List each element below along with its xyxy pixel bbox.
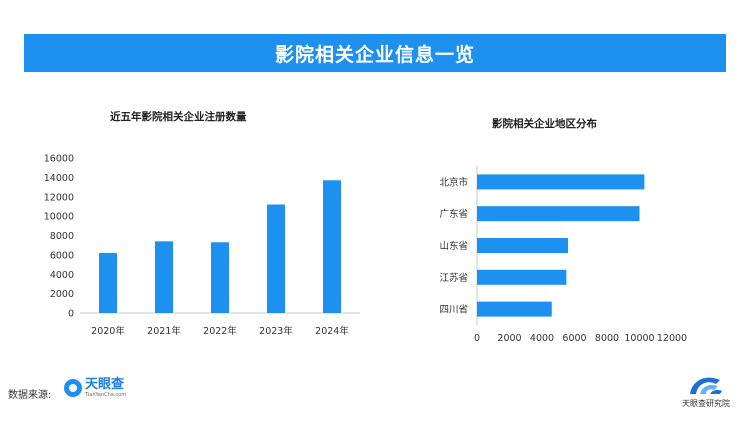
left-y-tick-label-3: 6000 (50, 250, 74, 261)
left-x-tick-label-1: 2021年 (147, 325, 181, 337)
right-y-tick-label-3: 江苏省 (439, 272, 468, 284)
right-chart-title: 影院相关企业地区分布 (492, 118, 597, 130)
left-y-tick-label-4: 8000 (50, 231, 74, 242)
right-y-tick-label-1: 广东省 (439, 208, 468, 220)
source-label: 数据来源: (8, 390, 52, 401)
left-bar-1 (155, 241, 173, 313)
right-x-tick-label-5: 10000 (624, 333, 654, 344)
research-institute-name: 天眼查研究院 (682, 399, 730, 408)
page-title: 影院相关企业信息一览 (274, 43, 475, 66)
right-x-tick-label-4: 8000 (595, 333, 619, 344)
left-y-tick-label-7: 14000 (44, 173, 74, 184)
right-bar-4 (477, 301, 552, 317)
right-bar-0 (477, 174, 645, 190)
right-y-tick-label-0: 北京市 (439, 176, 468, 188)
left-y-tick-label-1: 2000 (50, 289, 74, 300)
right-x-tick-label-6: 12000 (657, 333, 687, 344)
left-bar-2 (211, 242, 229, 313)
tianyancha-logo-sub: TianYanCha.com (85, 392, 127, 398)
title-banner: 影院相关企业信息一览 (24, 34, 726, 72)
left-x-tick-label-3: 2023年 (259, 325, 293, 337)
left-y-tick-label-2: 4000 (50, 270, 74, 281)
right-x-tick-label-0: 0 (474, 333, 480, 344)
right-bar-2 (477, 238, 568, 253)
left-y-tick-label-8: 16000 (44, 154, 74, 165)
left-y-tick-label-5: 10000 (44, 212, 74, 223)
left-bar-0 (99, 252, 117, 313)
right-x-tick-label-1: 2000 (497, 333, 521, 344)
research-institute-logo-icon (690, 377, 722, 394)
left-bar-3 (267, 204, 285, 313)
right-bar-1 (477, 206, 640, 222)
right-bar-3 (477, 269, 567, 285)
left-chart-title: 近五年影院相关企业注册数量 (110, 111, 247, 123)
left-x-tick-label-0: 2020年 (91, 325, 125, 337)
left-bar-4 (323, 180, 341, 313)
right-x-tick-label-2: 4000 (530, 333, 554, 344)
right-y-tick-label-4: 四川省 (439, 304, 468, 316)
tianyancha-logo-icon (64, 379, 82, 397)
tianyancha-logo: 天眼查 TianYanCha.com (64, 378, 126, 398)
right-x-tick-label-3: 6000 (562, 333, 586, 344)
left-x-tick-label-2: 2022年 (203, 325, 237, 337)
tianyancha-logo-name: 天眼查 (85, 377, 125, 392)
left-y-tick-label-6: 12000 (44, 192, 74, 203)
left-y-tick-label-0: 0 (68, 309, 74, 320)
left-x-tick-label-4: 2024年 (315, 325, 349, 337)
right-y-tick-label-2: 山东省 (439, 240, 468, 252)
